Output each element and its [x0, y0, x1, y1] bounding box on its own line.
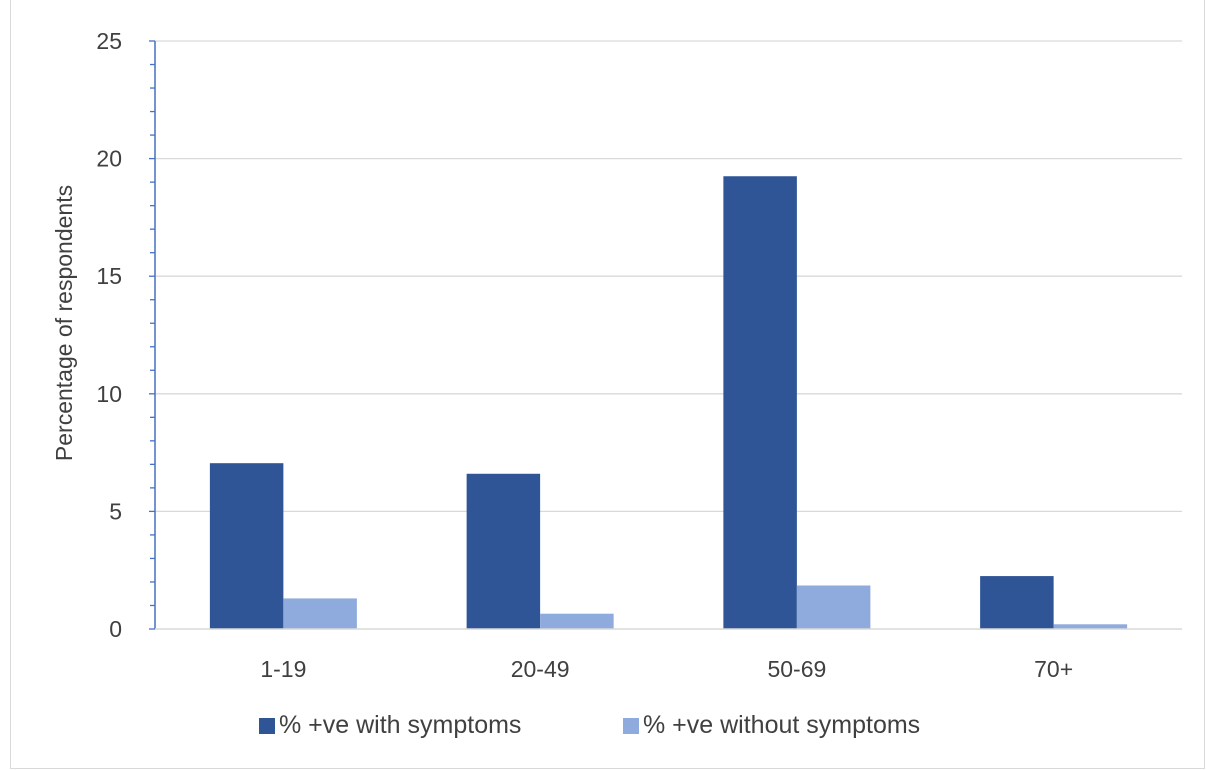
- bar: [1053, 624, 1128, 629]
- x-tick-label: 50-69: [767, 656, 826, 682]
- bars: [209, 176, 1128, 630]
- chart-frame: [10, 0, 1205, 769]
- bar: [209, 463, 284, 629]
- y-tick-labels: 0 5 10 15 20 25: [96, 28, 122, 642]
- x-tick-label: 1-19: [260, 656, 306, 682]
- y-tick-label: 10: [96, 381, 122, 407]
- legend: % +ve with symptoms % +ve without symptom…: [259, 711, 920, 739]
- y-tick-label: 20: [96, 146, 122, 172]
- legend-swatch: [623, 718, 639, 734]
- x-tick-label: 70+: [1034, 656, 1073, 682]
- bar: [980, 576, 1054, 629]
- gridlines: [155, 40, 1182, 513]
- legend-swatch: [259, 718, 275, 734]
- axes: [149, 40, 1182, 630]
- legend-label: % +ve without symptoms: [643, 711, 920, 739]
- y-axis-title: Percentage of respondents: [51, 185, 77, 461]
- x-tick-labels: 1-19 20-49 50-69 70+: [260, 656, 1073, 682]
- y-tick-label: 0: [109, 616, 122, 642]
- bar: [283, 598, 357, 629]
- bar: [796, 585, 871, 629]
- y-tick-label: 15: [96, 263, 122, 289]
- bar: [723, 176, 797, 630]
- bar: [540, 613, 614, 629]
- x-tick-label: 20-49: [511, 656, 570, 682]
- legend-label: % +ve with symptoms: [279, 711, 521, 739]
- y-tick-label: 25: [96, 28, 122, 54]
- bar: [466, 473, 541, 629]
- y-tick-label: 5: [109, 498, 122, 524]
